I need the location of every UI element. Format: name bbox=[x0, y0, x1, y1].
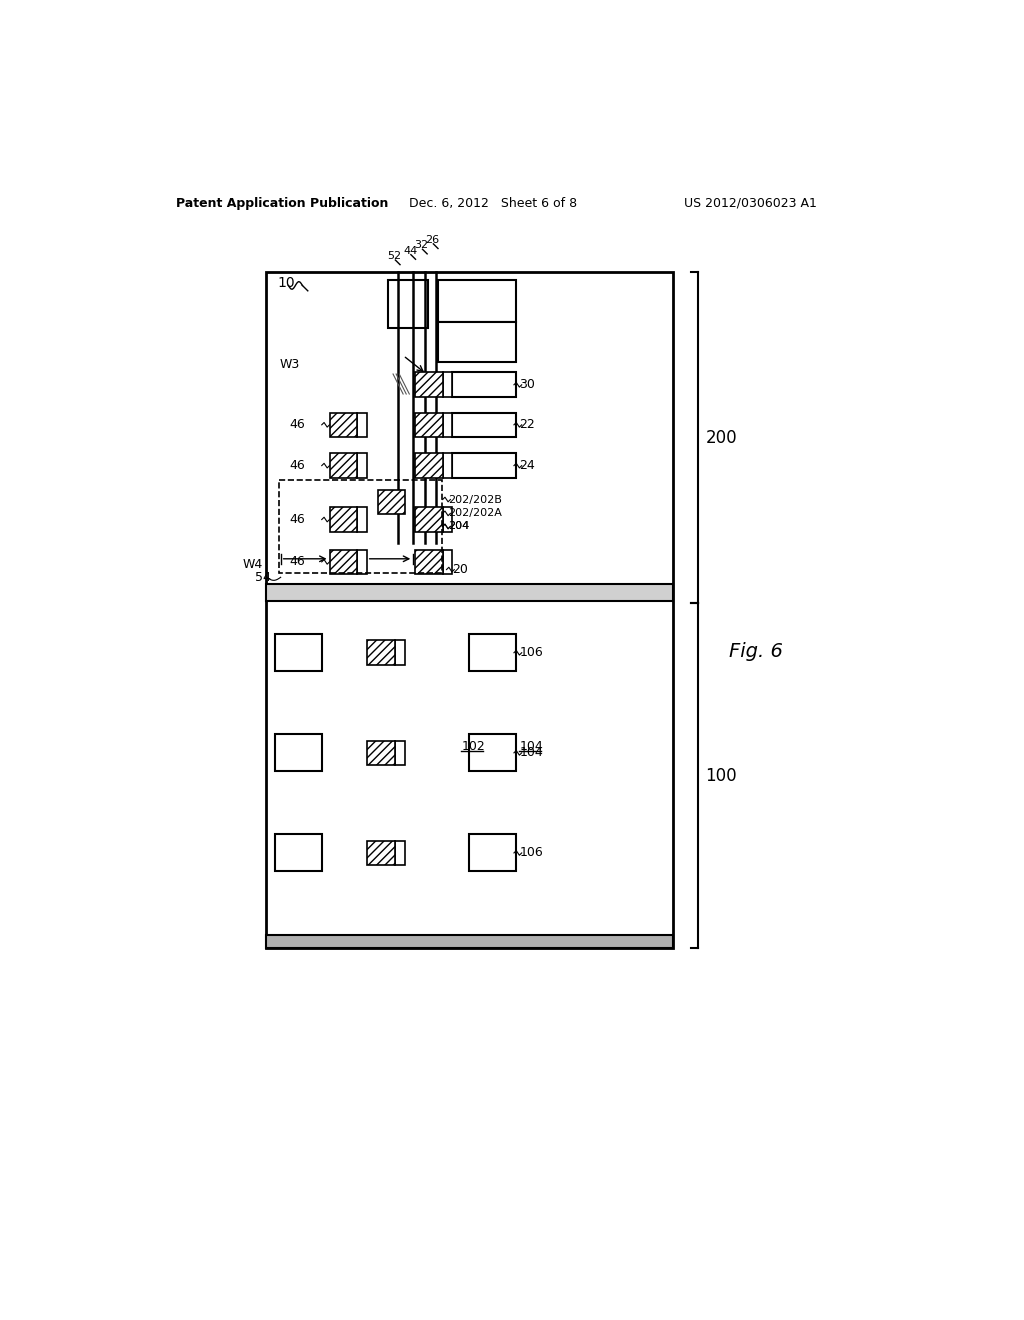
Bar bbox=[469, 834, 515, 871]
Text: 38: 38 bbox=[331, 515, 343, 524]
Bar bbox=[275, 734, 322, 771]
Text: 38: 38 bbox=[417, 420, 429, 430]
Text: 38: 38 bbox=[369, 748, 381, 758]
Text: 38: 38 bbox=[379, 496, 391, 507]
Text: 38: 38 bbox=[331, 557, 343, 566]
Text: 46: 46 bbox=[289, 513, 305, 527]
Text: 202/202B: 202/202B bbox=[449, 495, 502, 504]
Text: 38: 38 bbox=[369, 648, 381, 657]
Bar bbox=[367, 741, 394, 766]
Text: US 2012/0306023 A1: US 2012/0306023 A1 bbox=[684, 197, 817, 210]
Text: 38: 38 bbox=[417, 380, 429, 389]
Text: 46: 46 bbox=[289, 556, 305, 569]
Bar bbox=[469, 734, 515, 771]
Bar bbox=[266, 585, 673, 601]
Bar bbox=[275, 834, 322, 871]
Bar bbox=[266, 935, 673, 948]
Text: 38: 38 bbox=[417, 557, 429, 566]
Text: 102: 102 bbox=[461, 741, 485, 754]
Text: 52: 52 bbox=[387, 251, 401, 261]
Text: 38: 38 bbox=[331, 461, 343, 471]
Bar bbox=[280, 480, 442, 573]
Bar bbox=[442, 412, 452, 437]
Bar bbox=[442, 372, 452, 397]
Bar bbox=[367, 841, 394, 866]
Text: Patent Application Publication: Patent Application Publication bbox=[176, 197, 388, 210]
Text: 104: 104 bbox=[519, 741, 543, 754]
Bar bbox=[452, 412, 515, 437]
Bar bbox=[415, 372, 442, 397]
Bar bbox=[357, 507, 367, 532]
Bar bbox=[378, 490, 406, 513]
Text: 38: 38 bbox=[331, 420, 343, 430]
Bar bbox=[415, 507, 442, 532]
Bar bbox=[452, 372, 515, 397]
Bar bbox=[469, 635, 515, 671]
Bar bbox=[357, 412, 367, 437]
Text: 24: 24 bbox=[519, 459, 536, 473]
Text: Fig. 6: Fig. 6 bbox=[729, 642, 782, 661]
Bar bbox=[442, 507, 452, 532]
Text: 26: 26 bbox=[426, 235, 439, 246]
Text: 204: 204 bbox=[449, 521, 469, 532]
Bar bbox=[394, 741, 406, 766]
Text: 54: 54 bbox=[255, 570, 271, 583]
Bar bbox=[330, 412, 357, 437]
Bar bbox=[367, 640, 394, 665]
Text: 202/202A: 202/202A bbox=[449, 508, 502, 519]
Text: W4: W4 bbox=[243, 558, 263, 572]
Text: 30: 30 bbox=[519, 379, 536, 391]
Text: 46: 46 bbox=[289, 459, 305, 473]
Text: 38: 38 bbox=[417, 461, 429, 471]
Text: 38: 38 bbox=[417, 515, 429, 524]
Text: 20: 20 bbox=[452, 564, 468, 576]
Text: 38: 38 bbox=[369, 847, 381, 858]
Bar bbox=[357, 453, 367, 478]
Bar bbox=[442, 549, 452, 574]
Bar bbox=[394, 640, 406, 665]
Bar bbox=[330, 549, 357, 574]
Bar bbox=[452, 453, 515, 478]
Text: 10: 10 bbox=[278, 276, 295, 290]
Text: 46: 46 bbox=[289, 418, 305, 432]
Bar bbox=[415, 412, 442, 437]
Text: 204: 204 bbox=[449, 521, 469, 532]
Text: 100: 100 bbox=[706, 767, 737, 785]
Bar bbox=[438, 322, 515, 363]
Text: 106: 106 bbox=[519, 846, 543, 859]
Text: 106: 106 bbox=[519, 647, 543, 659]
Bar bbox=[394, 841, 406, 866]
Text: 104: 104 bbox=[519, 746, 543, 759]
Bar bbox=[275, 635, 322, 671]
Bar bbox=[330, 507, 357, 532]
Text: 44: 44 bbox=[403, 246, 417, 256]
Bar bbox=[415, 549, 442, 574]
Text: W3: W3 bbox=[280, 358, 299, 371]
Bar bbox=[266, 272, 673, 949]
Bar bbox=[357, 549, 367, 574]
Bar bbox=[415, 453, 442, 478]
Text: Dec. 6, 2012   Sheet 6 of 8: Dec. 6, 2012 Sheet 6 of 8 bbox=[409, 197, 577, 210]
Text: 22: 22 bbox=[519, 418, 536, 432]
Bar bbox=[330, 453, 357, 478]
Bar bbox=[438, 280, 515, 322]
Bar bbox=[388, 280, 428, 327]
Text: 200: 200 bbox=[706, 429, 737, 447]
Bar bbox=[442, 453, 452, 478]
Text: 32: 32 bbox=[415, 240, 429, 251]
